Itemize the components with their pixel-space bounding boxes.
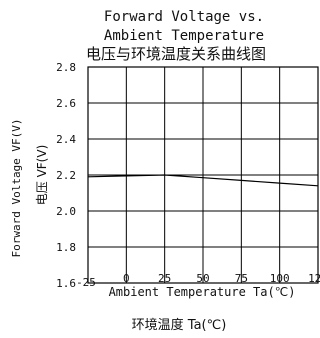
x-tick-label: 100	[270, 272, 290, 285]
y-tick-label: 1.6	[56, 277, 76, 290]
y-tick-labels: 1.6 1.8 2.0 2.2 2.4 2.6 2.8	[56, 61, 76, 290]
x-tick-label: 75	[235, 272, 248, 285]
x-tick-label: 25	[158, 272, 171, 285]
title-line-1: Forward Voltage vs.	[104, 9, 264, 25]
y-axis-label-cn: 电压 VF(V)	[35, 145, 49, 206]
y-tick-label: 2.8	[56, 61, 76, 74]
x-tick-label: 0	[123, 272, 130, 285]
x-tick-label: -25	[76, 276, 96, 289]
x-tick-label: 50	[196, 272, 209, 285]
plot-area-border	[87, 66, 319, 284]
y-tick-label: 2.4	[56, 133, 76, 146]
series-layer	[87, 174, 319, 187]
y-tick-label: 2.6	[56, 97, 76, 110]
y-axis-label: Forward Voltage VF(V)	[10, 118, 23, 257]
plot-frame	[87, 66, 319, 284]
x-tick-labels: -25 0 25 50 75 100 125	[76, 272, 320, 289]
x-tick-label: 125	[308, 272, 320, 285]
grid-layer	[87, 66, 319, 284]
title-line-2: Ambient Temperature	[104, 28, 264, 44]
y-tick-label: 2.0	[56, 205, 76, 218]
x-axis-label: Ambient Temperature Ta(℃)	[109, 285, 296, 299]
chart-title: Forward Voltage vs. Ambient Temperature …	[86, 9, 266, 63]
title-line-3-cn: 电压与环境温度关系曲线图	[86, 45, 266, 63]
x-axis-label-cn: 环境温度 Ta(℃)	[132, 317, 227, 333]
y-tick-label: 2.2	[56, 169, 76, 182]
y-tick-label: 1.8	[56, 241, 76, 254]
series-line	[87, 174, 319, 187]
